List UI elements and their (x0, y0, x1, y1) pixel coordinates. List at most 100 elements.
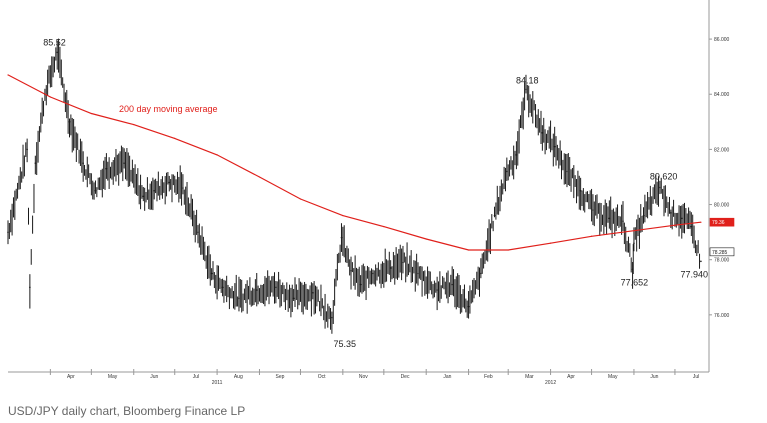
price-point (275, 286, 277, 289)
x-tick-label: Sep (276, 374, 285, 380)
value-tag: 79.36 (709, 217, 735, 227)
price-point (105, 167, 108, 170)
price-point (659, 186, 661, 189)
x-tick-label: Aug (234, 374, 243, 380)
price-point (82, 162, 84, 164)
x-tick-label: Oct (318, 374, 326, 380)
moving-average-point (633, 230, 635, 232)
moving-average-point (674, 224, 676, 226)
price-point (350, 269, 352, 272)
moving-average-point (590, 235, 593, 237)
price-annotation: 80.620 (650, 171, 678, 181)
price-point (680, 217, 683, 220)
price-point (592, 209, 594, 211)
price-point (436, 289, 438, 291)
price-point (670, 212, 672, 214)
price-point (451, 283, 453, 286)
price-point (311, 291, 314, 294)
price-point (467, 305, 470, 308)
price-point (153, 189, 156, 192)
moving-average-point (549, 242, 552, 244)
x-tick-label: Nov (359, 374, 368, 380)
price-point (389, 267, 392, 269)
y-tick-label: 76.000 (714, 313, 730, 319)
x-tick-label: Jul (193, 374, 199, 380)
moving-average-point (216, 154, 218, 156)
x-tick-label: Jun (150, 374, 158, 380)
x-tick-label: May (108, 374, 118, 380)
value-tag: 78.285 (709, 247, 735, 257)
x-tick-label: Dec (401, 374, 410, 380)
price-point (566, 170, 568, 173)
moving-average-point (90, 112, 92, 115)
price-point (94, 189, 97, 192)
price-annotation: 85.52 (43, 37, 66, 47)
price-point (690, 225, 693, 228)
price-point (553, 145, 556, 148)
y-tick-label: 82.000 (714, 147, 730, 153)
price-point (541, 132, 544, 134)
price-point (506, 170, 508, 173)
price-point (525, 88, 527, 91)
price-point (402, 261, 404, 264)
price-point (34, 162, 37, 164)
moving-average-point (507, 249, 509, 251)
price-annotation: 84.18 (516, 75, 539, 85)
price-point (642, 214, 645, 217)
x-tick-label: Apr (67, 374, 75, 380)
moving-average-point (383, 226, 385, 228)
price-point (700, 260, 702, 263)
moving-average-point (342, 214, 344, 217)
y-tick-label: 84.000 (714, 92, 730, 98)
price-point (631, 268, 634, 271)
value-tag-box (709, 217, 735, 227)
moving-average-point (49, 96, 51, 98)
price-point (255, 289, 258, 291)
price-point (340, 236, 343, 239)
price-point (56, 51, 58, 54)
price-point (579, 189, 582, 192)
price-point (515, 154, 518, 156)
price-point (622, 220, 624, 222)
ma-series-label: 200 day moving average (119, 104, 218, 114)
price-annotation: 77.940 (680, 269, 708, 279)
price-point (29, 286, 31, 289)
moving-average-point (467, 249, 470, 251)
price-annotation: 75.35 (333, 339, 356, 349)
price-point (197, 231, 199, 233)
price-point (123, 162, 125, 164)
value-tag-label: 78.285 (712, 250, 728, 256)
price-point (26, 148, 28, 151)
x-tick-label: Feb (484, 374, 493, 380)
price-point (221, 286, 224, 289)
x-year-label: 2012 (545, 380, 556, 386)
moving-average-point (700, 221, 702, 223)
price-point (493, 214, 496, 217)
x-year-label: 2011 (212, 380, 223, 386)
moving-average-line (7, 74, 701, 251)
x-tick-label: Apr (567, 374, 575, 380)
x-tick-label: Jan (443, 374, 451, 380)
price-point (480, 272, 482, 275)
y-tick-label: 78.000 (714, 258, 730, 264)
moving-average-point (133, 123, 135, 126)
price-point (7, 231, 9, 233)
moving-average-point (425, 238, 427, 240)
y-tick-label: 86.000 (714, 37, 730, 43)
price-point (417, 272, 419, 275)
price-annotation: 77.652 (621, 277, 649, 287)
price-point (182, 187, 184, 189)
price-point (168, 181, 171, 184)
moving-average-point (174, 137, 176, 139)
x-tick-label: Jul (693, 374, 699, 380)
price-point (633, 242, 635, 244)
chart-caption: USD/JPY daily chart, Bloomberg Finance L… (8, 404, 246, 418)
price-point (210, 272, 213, 275)
value-tag-label: 79.36 (712, 220, 725, 226)
moving-average-point (299, 198, 302, 200)
x-tick-label: Jun (650, 374, 658, 380)
price-point (142, 195, 145, 198)
x-tick-label: Mar (525, 374, 534, 380)
